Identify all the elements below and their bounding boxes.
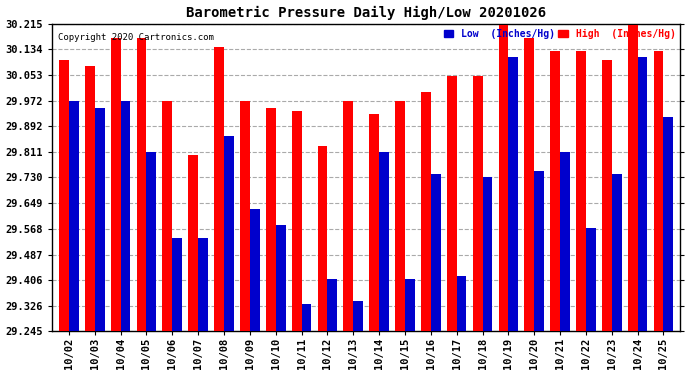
Bar	[653, 51, 664, 331]
Bar	[327, 279, 337, 331]
Bar	[509, 57, 518, 331]
Bar	[576, 51, 586, 331]
Bar	[379, 152, 389, 331]
Bar	[224, 136, 234, 331]
Bar	[586, 228, 595, 331]
Bar	[353, 301, 363, 331]
Bar	[162, 101, 172, 331]
Bar	[482, 177, 493, 331]
Bar	[69, 101, 79, 331]
Bar	[524, 38, 534, 331]
Bar	[534, 171, 544, 331]
Bar	[550, 51, 560, 331]
Bar	[121, 101, 130, 331]
Bar	[266, 108, 276, 331]
Text: Copyright 2020 Cartronics.com: Copyright 2020 Cartronics.com	[59, 33, 214, 42]
Bar	[292, 111, 302, 331]
Bar	[59, 60, 69, 331]
Bar	[664, 117, 673, 331]
Bar	[473, 76, 482, 331]
Bar	[447, 76, 457, 331]
Bar	[405, 279, 415, 331]
Bar	[317, 146, 327, 331]
Bar	[95, 108, 105, 331]
Title: Barometric Pressure Daily High/Low 20201026: Barometric Pressure Daily High/Low 20201…	[186, 6, 546, 20]
Bar	[172, 238, 182, 331]
Bar	[431, 174, 441, 331]
Bar	[421, 92, 431, 331]
Bar	[602, 60, 612, 331]
Bar	[499, 25, 509, 331]
Bar	[302, 304, 311, 331]
Bar	[111, 38, 121, 331]
Bar	[146, 152, 156, 331]
Legend: Low  (Inches/Hg), High  (Inches/Hg): Low (Inches/Hg), High (Inches/Hg)	[444, 28, 676, 39]
Bar	[628, 25, 638, 331]
Bar	[240, 101, 250, 331]
Bar	[457, 276, 466, 331]
Bar	[560, 152, 570, 331]
Bar	[344, 101, 353, 331]
Bar	[214, 48, 224, 331]
Bar	[198, 238, 208, 331]
Bar	[137, 38, 146, 331]
Bar	[276, 225, 286, 331]
Bar	[395, 101, 405, 331]
Bar	[250, 209, 259, 331]
Bar	[612, 174, 622, 331]
Bar	[638, 57, 647, 331]
Bar	[188, 155, 198, 331]
Bar	[85, 66, 95, 331]
Bar	[369, 114, 379, 331]
